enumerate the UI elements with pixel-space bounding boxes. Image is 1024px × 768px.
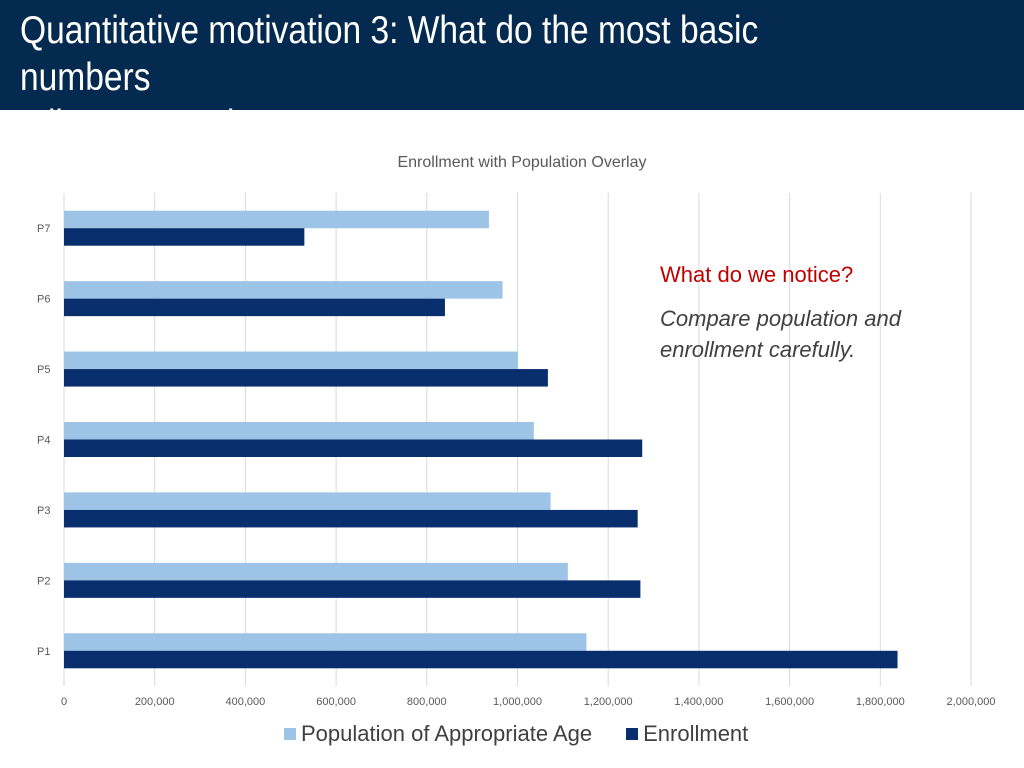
population-bar-p1 <box>64 633 587 651</box>
x-tick-label: 1,200,000 <box>584 696 633 708</box>
x-tick-label: 600,000 <box>316 696 356 708</box>
enrollment-bar-p6 <box>64 298 445 317</box>
y-category-label: P5 <box>37 364 50 376</box>
y-category-label: P7 <box>37 223 50 235</box>
y-category-label: P6 <box>37 294 50 306</box>
legend-label-enrollment: Enrollment <box>643 721 749 746</box>
slide-title: Quantitative motivation 3: What do the m… <box>20 9 759 146</box>
enrollment-bar-p7 <box>64 228 305 246</box>
callout-heading: What do we notice? <box>660 262 854 287</box>
x-tick-label: 2,000,000 <box>947 696 996 708</box>
x-tick-label: 0 <box>61 696 67 708</box>
enrollment-bar-p2 <box>64 580 641 598</box>
x-tick-label: 200,000 <box>135 696 175 708</box>
x-tick-label: 1,000,000 <box>493 696 542 708</box>
enrollment-bar-p1 <box>64 650 898 669</box>
population-bar-p2 <box>64 562 568 581</box>
x-tick-label: 1,800,000 <box>856 696 905 708</box>
callout-body: Compare population and enrollment carefu… <box>660 306 901 362</box>
y-category-label: P4 <box>37 435 50 447</box>
population-bar-p4 <box>64 422 534 440</box>
population-bar-p5 <box>64 351 518 370</box>
x-tick-label: 1,400,000 <box>674 696 723 708</box>
slide-header: Quantitative motivation 3: What do the m… <box>0 0 1024 146</box>
population-bar-p7 <box>64 210 489 229</box>
enrollment-bar-p3 <box>64 509 638 528</box>
legend-swatch-enrollment <box>626 728 639 740</box>
chart-legend: Population of Appropriate Age Enrollment <box>284 720 782 748</box>
x-tick-label: 400,000 <box>226 696 266 708</box>
legend-swatch-population <box>284 728 296 740</box>
legend-label-population: Population of Appropriate Age <box>301 721 593 746</box>
enrollment-bar-p4 <box>64 439 643 457</box>
y-category-label: P3 <box>37 505 50 517</box>
axis-labels: 0 200,000 400,000 600,000 800,000 1,000,000 1,… <box>37 223 995 708</box>
enrollment-bar-p5 <box>64 369 548 387</box>
chart-title: Enrollment with Population Overlay <box>397 154 647 171</box>
bars <box>64 210 898 669</box>
legend-item-enrollment: Enrollment <box>626 721 748 747</box>
population-bar-p3 <box>64 492 551 510</box>
x-tick-label: 1,600,000 <box>765 696 814 708</box>
legend-item-population: Population of Appropriate Age <box>284 721 592 747</box>
population-bar-p6 <box>64 281 503 299</box>
y-category-label: P2 <box>37 575 50 587</box>
x-tick-label: 800,000 <box>407 696 447 708</box>
y-category-label: P1 <box>37 646 50 658</box>
